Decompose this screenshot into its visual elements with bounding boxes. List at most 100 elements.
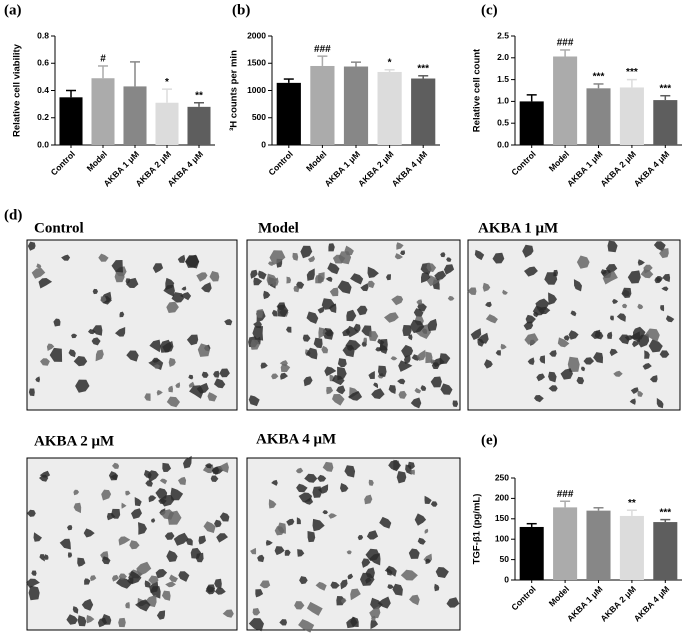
cell: [183, 455, 192, 469]
bar: [377, 71, 402, 145]
cell: [377, 338, 385, 345]
significance-label: ###: [557, 38, 574, 49]
cell: [629, 398, 636, 405]
cell: [210, 475, 219, 482]
cell: [72, 606, 79, 614]
cell: [446, 257, 452, 262]
cell: [114, 271, 125, 283]
cell: [92, 288, 98, 295]
cell: [155, 569, 168, 579]
cell: [73, 356, 88, 367]
cell: [361, 341, 367, 347]
y-tick-label: 1500: [247, 58, 266, 68]
cell: [371, 615, 376, 622]
bar: [619, 87, 644, 145]
cell: [346, 550, 352, 555]
cell: [125, 490, 131, 496]
cell: [568, 330, 579, 340]
cell: [420, 385, 427, 391]
cell: [332, 394, 345, 406]
cell: [156, 610, 166, 620]
cell: [337, 280, 352, 294]
cell: [150, 586, 161, 599]
cell: [152, 357, 160, 363]
cell: [197, 343, 210, 357]
cell: [629, 331, 641, 343]
cell: [627, 270, 641, 284]
cell: [163, 284, 175, 297]
cell: [414, 513, 427, 526]
cell: [214, 587, 226, 595]
x-tick-label: Control: [509, 584, 537, 612]
cell: [467, 287, 477, 295]
cell: [408, 334, 413, 341]
cell: [266, 273, 278, 286]
cell: [644, 328, 660, 342]
cell: [302, 334, 311, 342]
cell: [112, 462, 120, 469]
cell: [607, 331, 613, 339]
micrographs: [26, 239, 681, 633]
cell: [300, 245, 313, 259]
cell: [414, 387, 422, 394]
y-axis-label: ³H counts per min: [229, 50, 240, 131]
cell: [408, 548, 420, 559]
micrograph: [26, 239, 238, 411]
cell: [136, 561, 152, 576]
cell: [364, 494, 373, 505]
cell: [346, 309, 357, 322]
cell: [379, 344, 388, 354]
cell: [216, 533, 228, 543]
cell: [424, 528, 429, 534]
bar: [59, 97, 83, 145]
y-tick-label: 0.2: [37, 112, 49, 122]
cell: [149, 339, 161, 353]
cell: [259, 580, 271, 589]
cell: [271, 479, 278, 486]
cell: [357, 535, 364, 541]
cell: [388, 460, 401, 472]
image-caption: Control: [34, 220, 84, 236]
cell: [279, 619, 287, 626]
cell: [219, 368, 230, 378]
cell: [144, 393, 151, 401]
cell: [400, 569, 418, 581]
x-tick-label: Model: [304, 149, 328, 173]
cell: [33, 532, 42, 542]
cell: [332, 254, 346, 264]
cell: [144, 580, 151, 588]
cell: [166, 301, 179, 313]
cell: [367, 280, 375, 289]
cell: [392, 583, 403, 596]
cell: [548, 385, 558, 392]
significance-label: ###: [314, 44, 331, 55]
cell: [214, 519, 222, 528]
cell: [271, 309, 278, 317]
cell: [361, 325, 372, 338]
cell: [425, 558, 431, 565]
x-tick-label: AKBA 4 μM: [632, 584, 672, 624]
cell: [398, 390, 407, 399]
cell: [369, 606, 381, 619]
y-tick-label: 1.5: [497, 74, 509, 84]
cell: [329, 287, 339, 297]
cell: [315, 275, 324, 284]
cell: [424, 495, 432, 504]
cell: [313, 337, 323, 349]
cell: [160, 509, 175, 520]
cell: [166, 550, 178, 562]
cell: [46, 343, 55, 351]
cell: [148, 575, 159, 585]
cell: [600, 269, 607, 275]
cell: [181, 286, 187, 291]
cell: [523, 321, 534, 331]
cell: [59, 538, 71, 550]
cell: [53, 318, 61, 327]
cell: [186, 538, 193, 546]
y-tick-label: 0.0: [497, 139, 509, 149]
cell: [196, 382, 209, 394]
cell: [373, 382, 378, 389]
cell: [268, 499, 277, 509]
cell: [250, 269, 258, 279]
significance-label: #: [100, 54, 106, 65]
